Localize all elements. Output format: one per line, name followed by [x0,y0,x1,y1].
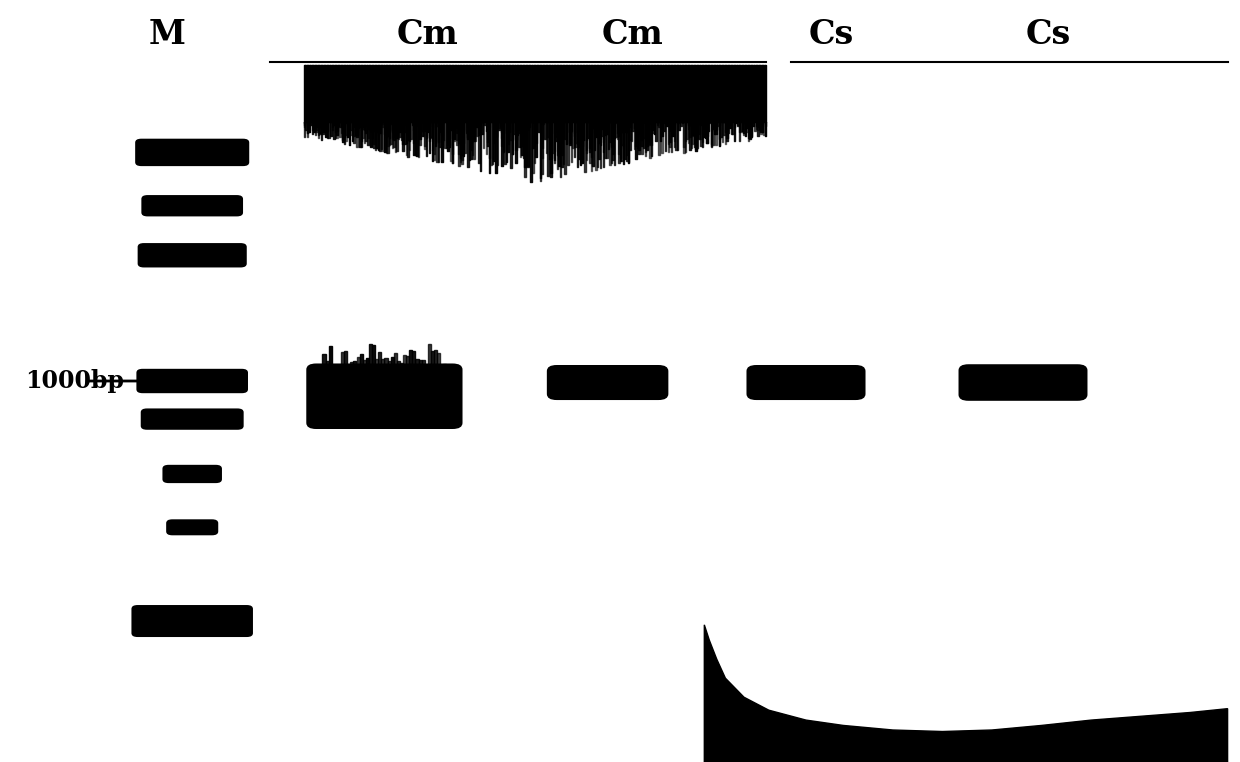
FancyBboxPatch shape [959,364,1087,401]
Text: Cm: Cm [601,18,663,51]
Bar [440,367,444,370]
FancyBboxPatch shape [136,369,248,393]
Bar [387,361,391,370]
Bar [325,360,329,370]
Bar [384,358,387,370]
Bar [366,358,370,370]
Text: 1000bp: 1000bp [25,369,124,393]
FancyBboxPatch shape [547,365,668,400]
FancyBboxPatch shape [140,408,243,430]
Bar [378,351,382,370]
Bar [347,367,351,370]
Bar [351,361,353,370]
Bar [370,344,372,370]
Bar [436,353,440,370]
Bar [374,359,378,370]
Bar [382,359,384,370]
FancyBboxPatch shape [162,465,222,483]
Bar [415,359,419,370]
Bar [434,350,438,370]
Bar [345,351,347,370]
Bar [360,354,362,370]
Text: Cm: Cm [397,18,459,51]
Bar [407,356,409,370]
Bar [432,351,434,370]
Bar [335,367,337,370]
Bar [394,354,397,370]
Polygon shape [704,625,1228,762]
Bar [332,365,335,370]
Bar [422,360,424,370]
Bar [341,352,345,370]
Bar [409,351,413,370]
FancyBboxPatch shape [306,363,463,429]
Bar [391,357,394,370]
FancyBboxPatch shape [135,139,249,166]
Bar [357,357,360,370]
Bar [329,346,332,370]
Bar [419,360,422,370]
FancyBboxPatch shape [138,243,247,267]
FancyBboxPatch shape [746,365,866,400]
Bar [412,351,415,370]
Bar [399,363,403,370]
Bar [397,361,399,370]
Bar [424,367,428,370]
Bar [444,364,446,370]
Bar [428,344,432,370]
Text: Cs: Cs [808,18,853,51]
Text: Cs: Cs [1025,18,1070,51]
Bar [353,361,357,370]
Bar [322,354,326,370]
FancyBboxPatch shape [166,520,218,536]
Bar [337,367,341,370]
Bar [403,355,407,370]
FancyBboxPatch shape [141,195,243,216]
Text: M: M [149,18,186,51]
Bar [372,345,374,370]
FancyBboxPatch shape [131,605,253,637]
Bar [362,360,366,370]
